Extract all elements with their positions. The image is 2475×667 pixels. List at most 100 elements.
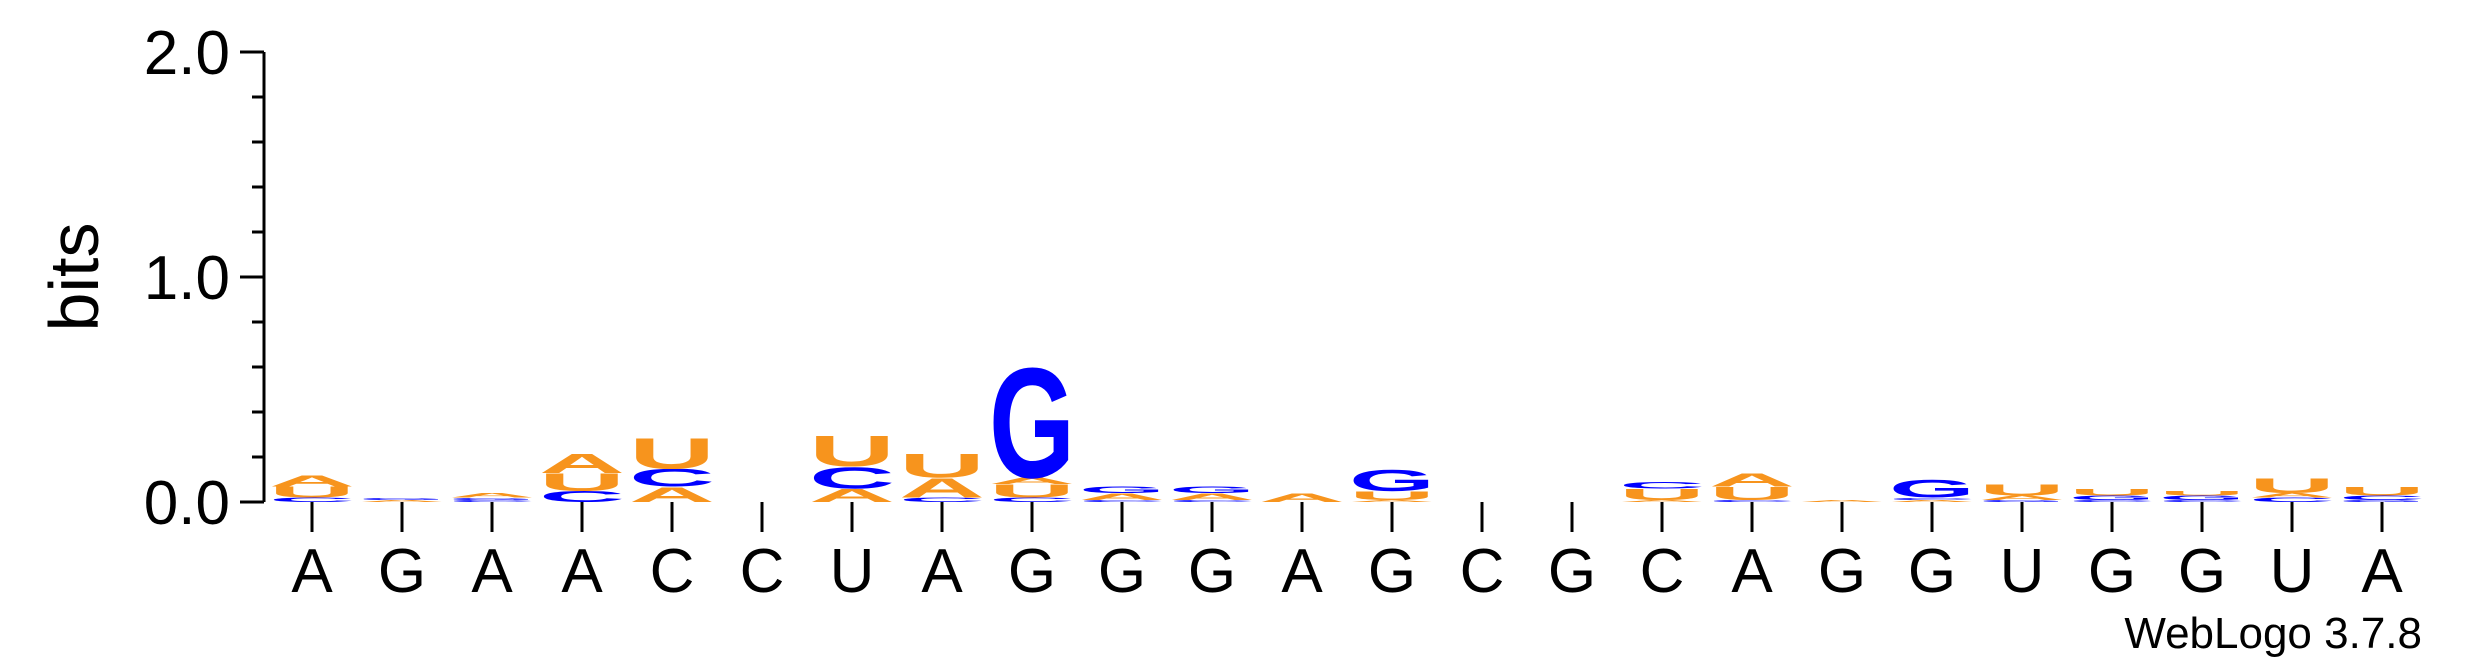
position-label: G [1548, 537, 1596, 606]
logo-letter: U [2159, 490, 2245, 497]
logo-letter-glyph: C [1889, 497, 1975, 500]
position-label: A [921, 537, 963, 606]
logo-letter: A [269, 472, 355, 489]
logo-letter-glyph: A [359, 499, 445, 502]
position-label: A [291, 537, 333, 606]
position-label: A [1731, 537, 1773, 606]
logo-letter-glyph: A [539, 448, 625, 479]
logo-letter-glyph: G [989, 337, 1075, 512]
logo-letter-glyph: U [269, 484, 355, 501]
logo-letter: G [1979, 499, 2065, 502]
logo-letter-glyph: C [1619, 480, 1705, 490]
logo-letter-glyph: A [1709, 470, 1795, 491]
logo-letter-glyph: A [269, 472, 355, 489]
logo-letter: A [1079, 491, 1165, 501]
position-label: C [1460, 537, 1505, 606]
logo-letter: G [989, 337, 1075, 512]
logo-letter: A [539, 448, 625, 479]
logo-letter: A [1349, 499, 1435, 502]
logo-letter: C [2339, 494, 2425, 501]
position-label: U [2000, 537, 2045, 606]
position-label: G [1188, 537, 1236, 606]
logo-letter-glyph: G [1979, 499, 2065, 502]
logo-letter: A [1259, 491, 1345, 505]
logo-letter: C [1169, 499, 1255, 502]
logo-letter: A [1169, 491, 1255, 501]
position-label: G [1908, 537, 1956, 606]
logo-letter-glyph: G [359, 497, 445, 500]
logo-letter-glyph: U [2159, 490, 2245, 497]
logo-letter-glyph: U [899, 447, 985, 485]
logo-letter-glyph: C [1709, 499, 1795, 502]
logo-letter: G [449, 497, 535, 500]
logo-letter-glyph: G [1349, 463, 1435, 497]
logo-letter-glyph: C [1079, 499, 1165, 502]
logo-letter: C [2069, 499, 2155, 502]
logo-letter-glyph: U [1349, 489, 1435, 503]
position-label: U [830, 537, 875, 606]
position-label: G [2088, 537, 2136, 606]
logo-letter-glyph: G [1079, 485, 1165, 495]
logo-letter: U [2249, 473, 2335, 497]
logo-letter-glyph: U [809, 427, 895, 475]
logo-letter-glyph: U [539, 468, 625, 496]
logo-letter: G [1169, 485, 1255, 495]
position-label: A [471, 537, 513, 606]
logo-letter: C [269, 496, 355, 503]
logo-letter-glyph: A [1349, 499, 1435, 502]
logo-letter: C [1619, 480, 1705, 490]
logo-letter-glyph: C [2159, 499, 2245, 502]
logo-letter: A [989, 476, 1075, 486]
logo-letter-glyph: A [1889, 499, 1975, 502]
logo-letter-glyph: C [1169, 499, 1255, 502]
logo-letter-glyph: A [1259, 491, 1345, 505]
logo-letter: C [1709, 499, 1795, 502]
y-tick-group: 0.0 1.0 2.0 [144, 19, 264, 538]
logo-letter: C [2249, 496, 2335, 503]
logo-letter-glyph: G [2339, 499, 2425, 502]
logo-letter: A [1889, 499, 1975, 502]
logo-letter-glyph: C [539, 488, 625, 505]
logo-letter: U [899, 447, 985, 485]
logo-letter-glyph: U [1709, 483, 1795, 504]
logo-letter-glyph: C [899, 496, 985, 503]
y-tick-label: 0.0 [144, 469, 230, 538]
logo-letter: G [1349, 463, 1435, 497]
logo-letter-glyph: G [2159, 494, 2245, 501]
y-axis-label: bits [35, 223, 113, 332]
logo-letter: G [2339, 499, 2425, 502]
y-tick-label: 1.0 [144, 244, 230, 313]
logo-letter-glyph: U [1979, 481, 2065, 498]
logo-letter-glyph: U [629, 429, 715, 477]
logo-letter-glyph: C [269, 496, 355, 503]
logo-letter-glyph: A [1079, 491, 1165, 501]
position-label: G [2178, 537, 2226, 606]
logo-letter-glyph: A [2249, 492, 2335, 499]
logo-letter-glyph: C [809, 461, 895, 495]
position-label: G [1818, 537, 1866, 606]
logo-letter-glyph: U [2339, 484, 2425, 498]
logo-letter-glyph: C [629, 464, 715, 492]
logo-letter-glyph: U [2069, 487, 2155, 497]
logo-letter-glyph: G [449, 497, 535, 500]
logo-letter: C [899, 496, 985, 503]
position-label: U [2270, 537, 2315, 606]
logo-letter: U [989, 481, 1075, 502]
position-label: C [1640, 537, 1685, 606]
logo-letter: U [809, 427, 895, 475]
logo-letter: U [1619, 486, 1705, 503]
logo-letter: U [2069, 487, 2155, 497]
logo-letter-glyph: A [1799, 499, 1885, 502]
logo-letter-glyph: A [1169, 491, 1255, 501]
logo-letter: A [899, 473, 985, 504]
logo-letter-glyph: A [989, 476, 1075, 486]
logo-letter: C [989, 496, 1075, 503]
logo-letter: C [1889, 497, 1975, 500]
logo-letter: A [449, 492, 535, 499]
position-label: A [1281, 537, 1323, 606]
logo-letter: C [2159, 499, 2245, 502]
weblogo-credit: WebLogo 3.7.8 [2124, 609, 2422, 658]
logo-letter-glyph: U [1619, 486, 1705, 503]
